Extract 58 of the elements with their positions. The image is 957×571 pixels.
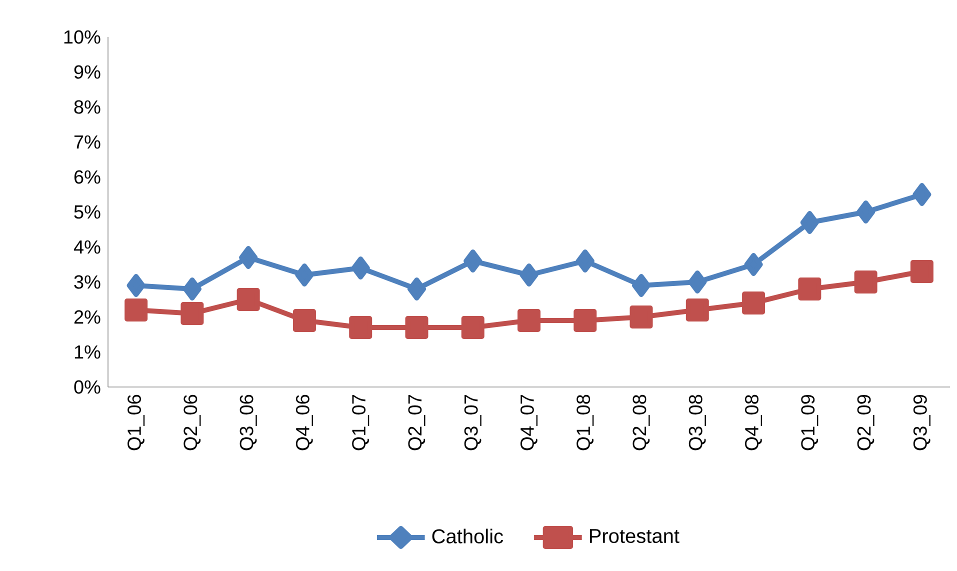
point bbox=[407, 277, 426, 300]
x-tick-label: Q4_07 bbox=[520, 395, 538, 450]
point bbox=[630, 305, 653, 328]
point bbox=[464, 249, 482, 272]
point bbox=[182, 277, 202, 300]
point bbox=[910, 260, 934, 283]
point bbox=[520, 263, 538, 286]
y-tick-label: 6% bbox=[74, 170, 100, 184]
point bbox=[236, 288, 260, 311]
point bbox=[295, 263, 314, 286]
point bbox=[126, 274, 146, 297]
point bbox=[292, 308, 316, 332]
y-tick-label: 0% bbox=[74, 380, 100, 394]
point bbox=[180, 302, 204, 325]
point bbox=[349, 316, 372, 339]
point bbox=[744, 252, 763, 276]
x-tick-label: Q3_06 bbox=[240, 394, 257, 450]
y-tick-label: 9% bbox=[74, 65, 100, 79]
x-tick-label: Q3_09 bbox=[913, 394, 930, 450]
point bbox=[800, 210, 819, 234]
x-tick-label: Q2_09 bbox=[857, 394, 874, 450]
point bbox=[686, 298, 709, 322]
x-tick-label: Q1_06 bbox=[128, 394, 145, 450]
x-tick-label: Q2_06 bbox=[184, 394, 201, 450]
point bbox=[856, 200, 876, 224]
point bbox=[239, 246, 258, 269]
legend-label: Catholic bbox=[432, 528, 504, 544]
x-tick-label: Q2_07 bbox=[408, 395, 426, 450]
y-tick-label: 5% bbox=[74, 205, 100, 219]
point bbox=[351, 256, 370, 280]
point bbox=[405, 316, 428, 339]
y-tick-label: 4% bbox=[74, 240, 100, 254]
y-tick-label: 1% bbox=[74, 345, 100, 359]
y-tick-label: 10% bbox=[64, 30, 100, 44]
point bbox=[574, 308, 597, 332]
x-tick-label: Q1_07 bbox=[352, 395, 370, 450]
y-tick-label: 8% bbox=[74, 100, 100, 114]
x-tick-label: Q1_08 bbox=[576, 394, 594, 450]
point bbox=[518, 308, 541, 332]
point bbox=[576, 249, 594, 272]
x-tick-label: Q1_09 bbox=[801, 394, 818, 450]
point bbox=[854, 270, 878, 294]
y-tick-label: 2% bbox=[74, 310, 100, 324]
legend-label: Protestant bbox=[590, 529, 680, 544]
x-tick-label: Q4_08 bbox=[745, 394, 762, 450]
point bbox=[124, 298, 148, 322]
point bbox=[461, 316, 484, 339]
y-tick-label: 7% bbox=[74, 135, 100, 149]
point bbox=[912, 182, 932, 206]
x-tick-label: Q2_08 bbox=[632, 394, 650, 450]
x-tick-label: Q3_07 bbox=[464, 395, 482, 450]
point bbox=[688, 270, 707, 294]
x-tick-label: Q3_08 bbox=[688, 394, 706, 450]
y-tick-label: 3% bbox=[74, 275, 100, 289]
x-tick-label: Q4_06 bbox=[296, 394, 313, 450]
point bbox=[798, 277, 822, 300]
point bbox=[742, 291, 766, 314]
point bbox=[632, 274, 651, 297]
